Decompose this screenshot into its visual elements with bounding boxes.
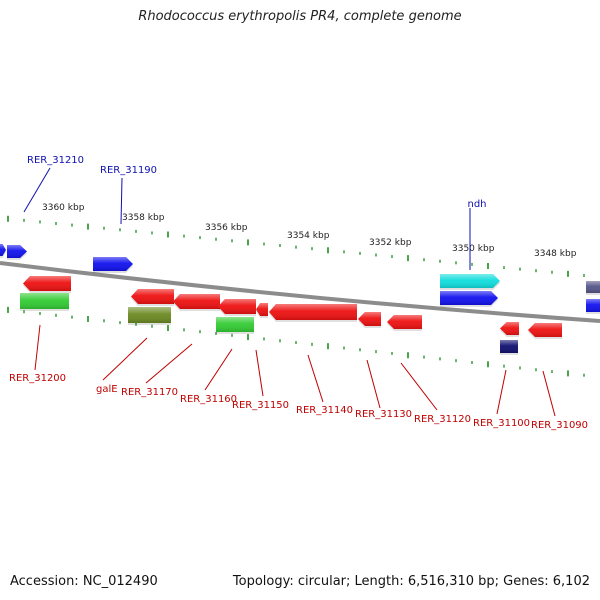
scale-label: 3348 kbp — [534, 249, 577, 259]
leader-line — [400, 362, 438, 411]
reverse-gene-label: RER_31130 — [355, 409, 412, 420]
gene-reverse — [500, 340, 518, 355]
tick-marks — [7, 215, 585, 377]
forward-gene-label: RER_31190 — [100, 165, 157, 176]
leader-line — [496, 369, 507, 415]
gene-forward — [0, 244, 6, 258]
gene-rer-31140 — [269, 304, 357, 322]
gene-gale — [128, 307, 171, 325]
gene-ndh — [440, 274, 500, 290]
reverse-gene-label: RER_31150 — [232, 400, 289, 411]
leader-line — [34, 324, 41, 371]
leader-line — [102, 337, 148, 381]
reverse-gene-label: galE — [96, 384, 118, 395]
leader-line — [145, 343, 193, 384]
gene-forward — [586, 281, 600, 295]
gene-rer-31120 — [387, 315, 422, 331]
gene-rer-31130 — [358, 312, 381, 328]
leader-line — [366, 359, 381, 409]
leader-line — [255, 349, 264, 397]
gene-rer-31200 — [20, 293, 69, 311]
gene-rer-31150 — [256, 303, 268, 318]
gene-reverse — [23, 276, 71, 293]
gene-reverse — [216, 317, 254, 334]
reverse-gene-label: RER_31090 — [531, 420, 588, 431]
gene-rer-31170 — [131, 289, 174, 306]
gene-rer-31100 — [500, 322, 519, 337]
gene-features — [0, 244, 600, 355]
accession-text: Accession: NC_012490 — [10, 574, 158, 589]
reverse-gene-label: RER_31160 — [180, 394, 237, 405]
gene-rer-31160 — [218, 299, 256, 316]
leader-line — [542, 370, 556, 417]
gene-forward — [440, 291, 498, 307]
leader-line — [23, 167, 51, 213]
genome-stats-text: Topology: circular; Length: 6,516,310 bp… — [232, 574, 590, 589]
gene-rer-31090 — [528, 323, 562, 339]
gene-rer-31190 — [93, 257, 133, 273]
gene-rer-31210 — [7, 245, 27, 260]
scale-label: 3358 kbp — [122, 213, 165, 223]
leader-line — [120, 177, 123, 225]
leader-line — [307, 354, 324, 403]
scale-label: 3356 kbp — [205, 223, 248, 233]
genome-backbone — [0, 261, 600, 323]
reverse-gene-label: RER_31200 — [9, 373, 66, 384]
leader-line — [204, 348, 233, 391]
reverse-gene-label: RER_31170 — [121, 387, 178, 398]
label-leader-lines — [23, 167, 556, 417]
scale-label: 3352 kbp — [369, 238, 412, 248]
scale-labels: 3360 kbp 3358 kbp 3356 kbp 3354 kbp 3352 kbp… — [42, 203, 577, 259]
reverse-gene-label: RER_31120 — [414, 414, 471, 425]
reverse-gene-label: RER_31100 — [473, 418, 530, 429]
scale-label: 3360 kbp — [42, 203, 85, 213]
scale-label: 3350 kbp — [452, 244, 495, 254]
gene-reverse — [173, 294, 220, 311]
map-title: Rhodococcus erythropolis PR4, complete g… — [138, 9, 462, 24]
forward-gene-label: RER_31210 — [27, 155, 84, 166]
reverse-gene-label: RER_31140 — [296, 405, 353, 416]
gene-forward — [586, 299, 600, 314]
forward-gene-label: ndh — [467, 199, 486, 210]
scale-label: 3354 kbp — [287, 231, 330, 241]
